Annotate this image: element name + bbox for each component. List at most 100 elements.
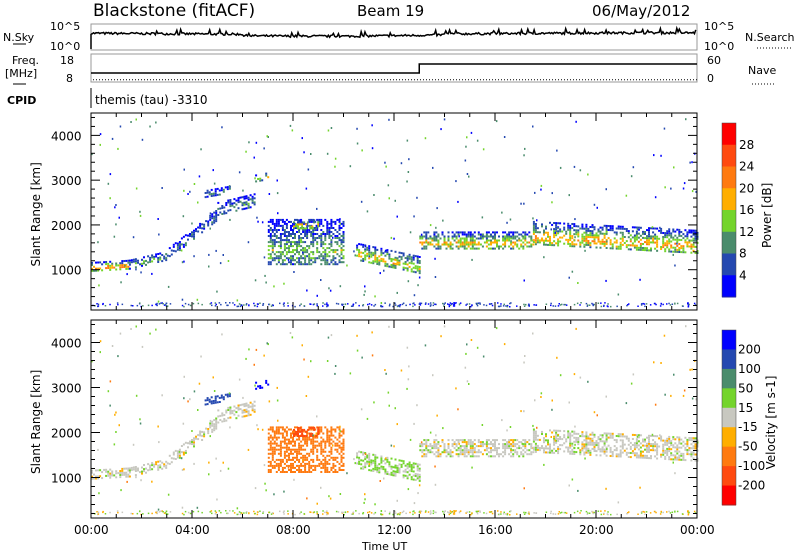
echo-cell (637, 444, 640, 447)
echo-cell (591, 232, 594, 235)
echo-cell (283, 263, 286, 266)
ground-cell (337, 303, 340, 305)
echo-cell (292, 229, 294, 231)
echo-cell (668, 435, 671, 438)
echo-cell (571, 227, 574, 229)
echo-cell (166, 462, 169, 465)
ground-cell (459, 302, 462, 304)
echo-cell (664, 449, 667, 452)
scatter-cell (691, 397, 694, 400)
echo-cell (532, 432, 535, 435)
echo-cell (132, 468, 135, 471)
echo-cell (340, 430, 343, 433)
echo-cell (494, 241, 496, 244)
echo-cell (271, 251, 274, 254)
echo-cell (565, 440, 568, 443)
echo-cell (473, 449, 476, 452)
echo-cell (296, 247, 298, 250)
ground-cell (559, 512, 562, 514)
echo-cell (210, 195, 213, 197)
echo-cell (380, 459, 383, 462)
echo-cell (625, 451, 628, 454)
ground-cell (374, 303, 377, 306)
echo-cell (621, 235, 624, 238)
echo-cell (532, 233, 535, 235)
echo-cell (366, 246, 369, 249)
echo-cell (310, 259, 313, 262)
scatter-cell (579, 169, 582, 172)
echo-cell (581, 235, 584, 238)
echo-cell (334, 263, 337, 266)
echo-cell (559, 222, 562, 225)
ground-cell (509, 306, 511, 308)
ground-cell (401, 511, 404, 514)
echo-cell (506, 239, 509, 242)
echo-cell (469, 247, 472, 250)
echo-cell (573, 450, 576, 453)
echo-cell (308, 469, 311, 471)
echo-cell (481, 237, 484, 240)
echo-cell (298, 261, 301, 264)
scatter-cell (109, 173, 112, 176)
colorbar-tick-label: 15 (738, 401, 753, 415)
noise-right-label: N.Search (745, 31, 795, 44)
echo-cell (390, 465, 393, 468)
echo-cell (380, 249, 383, 252)
echo-cell (322, 454, 325, 457)
echo-cell (322, 450, 325, 453)
echo-cell (534, 243, 537, 246)
echo-cell (660, 231, 663, 234)
echo-cell (463, 231, 466, 234)
scatter-cell (312, 226, 314, 229)
scatter-cell (466, 343, 468, 346)
echo-cell (174, 250, 177, 253)
echo-cell (443, 239, 446, 242)
echo-cell (522, 449, 525, 452)
ground-cell (243, 512, 245, 514)
echo-cell (646, 249, 648, 252)
echo-cell (269, 462, 272, 465)
echo-cell (692, 229, 695, 232)
echo-cell (494, 441, 496, 444)
echo-cell (538, 438, 541, 441)
echo-cell (342, 249, 345, 252)
echo-cell (579, 227, 582, 230)
echo-cell (201, 430, 204, 433)
echo-cell (672, 230, 675, 233)
echo-cell (115, 470, 118, 473)
echo-cell (656, 447, 659, 450)
scatter-cell (605, 395, 607, 398)
echo-cell (457, 455, 460, 458)
echo-cell (330, 231, 333, 233)
echo-cell (646, 454, 648, 457)
echo-cell (668, 446, 671, 448)
scatter-cell (506, 221, 508, 224)
echo-cell (498, 453, 500, 456)
scatter-cell (465, 145, 467, 148)
ground-cell (666, 511, 668, 513)
echo-cell (301, 430, 304, 433)
echo-cell (176, 454, 179, 457)
scatter-cell (596, 414, 598, 417)
echo-cell (247, 412, 250, 415)
scatter-cell (420, 233, 423, 236)
scatter-cell (495, 120, 498, 123)
echo-cell (524, 439, 527, 442)
echo-cell (229, 209, 232, 212)
echo-cell (271, 249, 274, 252)
echo-cell (481, 233, 484, 236)
echo-cell (342, 432, 345, 435)
echo-cell (132, 258, 135, 261)
echo-cell (496, 245, 498, 248)
echo-cell (585, 243, 588, 246)
echo-cell (178, 452, 181, 455)
echo-cell (109, 266, 112, 269)
echo-cell (298, 471, 301, 473)
scatter-cell (193, 462, 195, 465)
echo-cell (281, 227, 284, 229)
echo-cell (431, 445, 434, 448)
echo-cell (593, 226, 596, 229)
echo-cell (473, 455, 476, 458)
echo-cell (591, 443, 594, 446)
echo-cell (322, 462, 325, 465)
